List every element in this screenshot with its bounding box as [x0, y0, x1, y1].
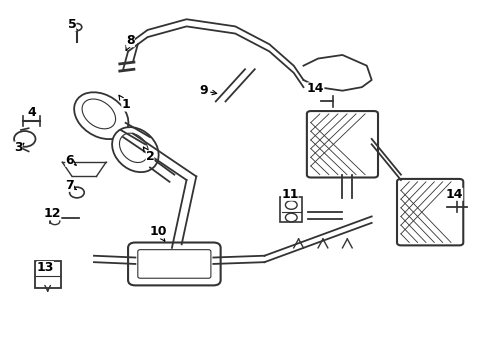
Circle shape [14, 131, 35, 147]
FancyBboxPatch shape [34, 261, 61, 288]
Text: 9: 9 [199, 84, 217, 97]
Text: 6: 6 [65, 154, 76, 167]
Text: 2: 2 [144, 147, 154, 163]
Text: 7: 7 [65, 179, 76, 192]
Ellipse shape [74, 92, 128, 139]
Text: 3: 3 [14, 141, 24, 154]
FancyBboxPatch shape [307, 111, 378, 177]
FancyBboxPatch shape [138, 249, 211, 278]
Text: 8: 8 [126, 34, 135, 50]
Text: 11: 11 [281, 188, 298, 201]
Circle shape [70, 187, 84, 198]
Circle shape [286, 201, 297, 209]
Text: 14: 14 [446, 188, 463, 201]
Text: 1: 1 [119, 95, 130, 112]
Text: 5: 5 [68, 18, 76, 31]
Text: 10: 10 [149, 225, 167, 241]
Circle shape [50, 217, 60, 225]
Circle shape [72, 23, 82, 31]
Ellipse shape [82, 99, 116, 129]
Circle shape [286, 213, 297, 222]
Text: 12: 12 [44, 207, 61, 220]
Text: 4: 4 [27, 105, 36, 119]
Text: 14: 14 [307, 82, 324, 95]
Ellipse shape [120, 133, 148, 162]
FancyBboxPatch shape [280, 197, 302, 222]
Ellipse shape [112, 127, 159, 172]
FancyBboxPatch shape [128, 243, 220, 285]
FancyBboxPatch shape [397, 179, 463, 246]
Text: 13: 13 [37, 261, 54, 274]
